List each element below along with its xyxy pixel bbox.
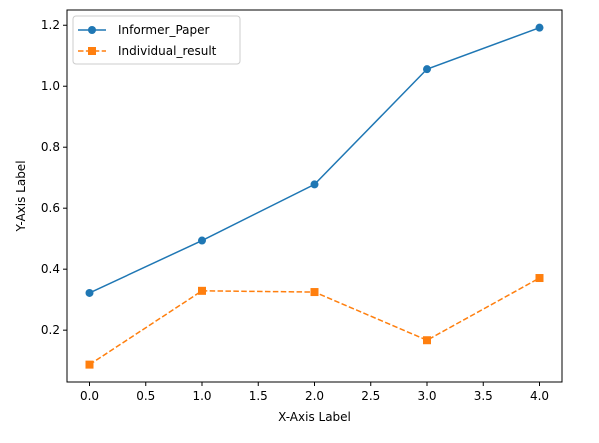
data-point-informer-paper (198, 236, 206, 245)
data-point-informer-paper (85, 288, 94, 297)
y-axis-label: Y-Axis Label (14, 160, 28, 232)
x-tick-label: 1.0 (192, 389, 211, 403)
legend-box (72, 15, 241, 65)
x-axis-label: X-Axis Label (278, 410, 351, 424)
x-tick-label: 3.0 (417, 389, 436, 403)
legend-label-individual-result: Individual_result (118, 44, 217, 58)
y-tick-label: 1.2 (41, 18, 60, 32)
data-point-individual-result (198, 286, 206, 295)
x-tick-label: 0.0 (80, 389, 99, 403)
legend-marker-individual-result (88, 47, 96, 55)
data-point-informer-paper (310, 180, 319, 189)
data-point-individual-result (423, 336, 431, 345)
x-tick-label: 0.5 (136, 389, 155, 403)
x-tick-label: 2.0 (305, 389, 324, 403)
data-point-informer-paper (535, 23, 544, 32)
data-point-individual-result (85, 360, 94, 369)
y-tick-label: 0.2 (41, 323, 60, 337)
x-tick-label: 3.5 (474, 389, 493, 403)
data-point-informer-paper (423, 65, 431, 74)
legend-label-informer-paper: Informer_Paper (118, 23, 209, 37)
data-point-individual-result (310, 288, 319, 297)
y-tick-label: 0.4 (41, 262, 60, 276)
legend-marker-informer-paper (88, 26, 96, 34)
plot-area (66, 9, 563, 383)
data-point-individual-result (535, 274, 544, 283)
y-tick-label: 0.6 (41, 201, 60, 215)
y-tick-label: 1.0 (41, 79, 60, 93)
legend: Informer_Paper Individual_result (72, 15, 241, 65)
x-tick-label: 1.5 (249, 389, 268, 403)
x-tick-label: 4.0 (530, 389, 549, 403)
chart-marks: 0.0 0.5 1.0 1.5 2.0 2.5 3.0 3.5 4.0 0.2 0.4 0.6 0.8 1… (41, 18, 549, 403)
x-tick-label: 2.5 (361, 389, 380, 403)
y-tick-label: 0.8 (41, 140, 60, 154)
